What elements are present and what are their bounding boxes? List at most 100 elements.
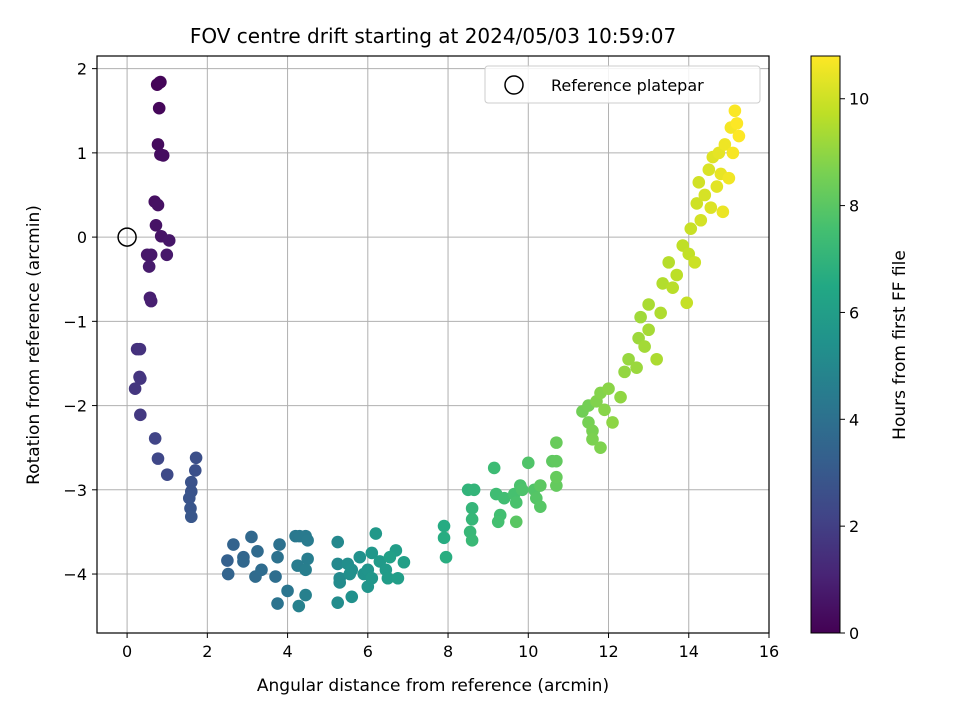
data-point [345,563,359,577]
data-point [728,104,742,118]
data-point [594,441,607,454]
data-point [255,563,268,577]
data-point [154,75,167,89]
x-axis-ticks: 0 2 4 6 8 10 12 14 16 [122,633,779,661]
data-point [144,294,158,308]
data-point [383,550,397,564]
x-tick-label: 12 [598,642,618,661]
data-point [251,544,264,558]
data-point [730,117,744,130]
data-point [134,372,147,385]
data-point [467,483,481,497]
data-point [281,584,294,598]
data-point [331,596,345,609]
y-tick-label: −2 [63,397,87,416]
data-point [301,534,314,547]
data-point [684,222,698,235]
y-tick-label: 2 [77,60,87,79]
data-point [333,576,347,589]
data-point [365,571,379,585]
data-point [271,597,284,610]
data-point [718,138,732,151]
data-point [144,248,158,262]
data-point [273,538,286,551]
data-point [391,571,405,585]
data-point [716,205,730,219]
y-tick-label: −1 [63,312,87,331]
data-point [151,452,165,465]
colorbar-tick-label: 0 [849,624,859,643]
data-point [654,306,667,320]
data-point [465,534,479,547]
colorbar-ticks: 0 2 4 6 8 10 [840,90,869,643]
data-point [301,552,314,566]
data-point [642,323,655,337]
data-point [550,436,563,449]
data-point [662,256,676,269]
y-tick-label: 0 [77,228,87,247]
data-point [642,298,655,311]
data-point [515,483,529,497]
data-point [353,550,367,564]
data-point [189,451,203,465]
data-point [142,260,156,273]
reference-platepar-marker [117,227,137,247]
y-tick-label: −3 [63,481,87,500]
data-point [656,277,669,290]
legend-box [484,65,761,104]
colorbar: 0 2 4 6 8 10 Hours from first FF file [810,55,910,643]
data-point [692,176,706,189]
data-point [227,538,240,551]
data-point [160,468,174,481]
colorbar-tick-label: 8 [849,197,859,216]
data-points [128,75,746,613]
legend-marker-icon [504,75,524,95]
data-point [694,213,708,227]
data-point [650,352,663,366]
plot-frame [96,55,770,634]
x-tick-label: 6 [363,642,373,661]
data-point [184,510,198,524]
colorbar-gradient [810,55,841,634]
data-point [698,188,712,202]
data-point [156,149,170,162]
data-point [688,256,702,269]
data-point [666,281,680,294]
x-tick-label: 4 [282,642,292,661]
data-point [271,550,284,564]
y-tick-label: −4 [63,565,87,584]
data-point [670,268,684,282]
data-point [331,535,345,549]
data-point [381,571,395,585]
data-point [602,382,615,396]
data-point [345,590,359,604]
data-point [606,416,619,429]
data-point [534,500,547,513]
chart-title: FOV centre drift starting at 2024/05/03 … [190,24,676,48]
data-point [491,515,505,529]
data-point [722,171,736,185]
x-tick-label: 10 [518,642,538,661]
data-point [245,530,258,544]
data-point [638,340,651,353]
data-point [704,201,718,214]
data-point [614,390,627,404]
grid [97,56,770,633]
data-point [630,361,643,374]
data-point [148,432,162,445]
data-point [634,310,647,324]
data-point [690,197,704,210]
data-point [439,550,453,564]
colorbar-tick-label: 6 [849,303,859,322]
data-point [487,461,501,475]
data-point [586,432,599,446]
data-point [221,567,235,581]
x-tick-label: 2 [202,642,212,661]
data-point [465,512,479,526]
data-point [160,248,174,262]
colorbar-tick-label: 2 [849,517,859,536]
x-tick-label: 14 [679,642,699,661]
data-point [397,555,411,569]
colorbar-tick-label: 10 [849,90,869,109]
